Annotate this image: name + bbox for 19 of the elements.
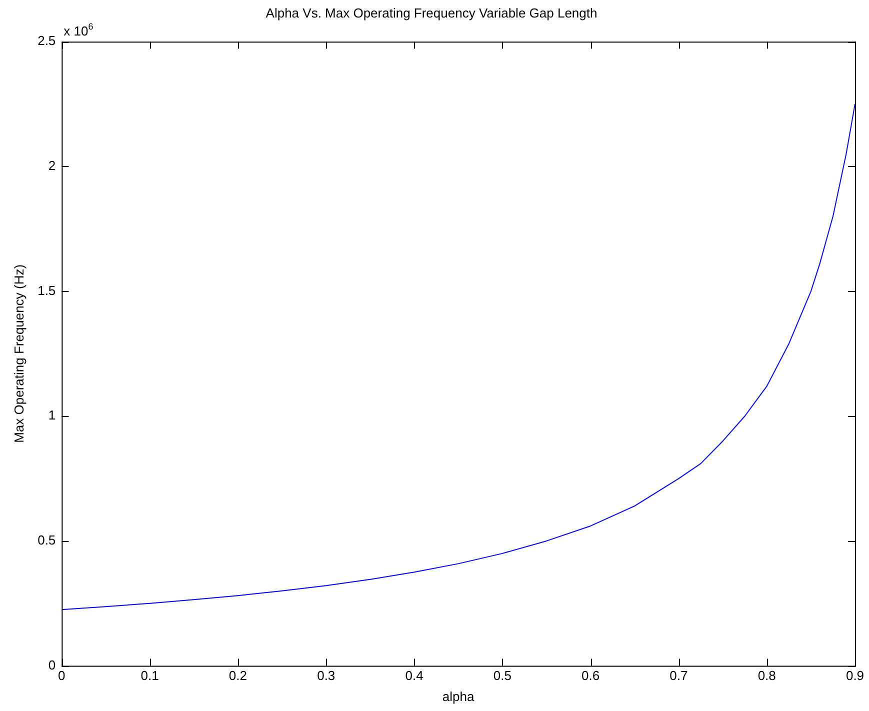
y-tick-label: 2: [48, 158, 56, 174]
x-tick-label: 0.1: [140, 668, 159, 684]
y-tick-label: 0: [48, 657, 56, 672]
y-tick-label: 2.5: [38, 33, 56, 48]
y-axis-title: Max Operating Frequency (Hz): [11, 264, 26, 443]
y-tick-label: 0.5: [38, 532, 56, 548]
x-tick-label: 0.4: [405, 668, 424, 684]
x-tick-label: 0.7: [670, 668, 688, 684]
x-tick-label: 0.3: [317, 668, 336, 684]
y-tick-label: 1.5: [38, 282, 56, 298]
x-tick-label: 0.2: [228, 668, 248, 684]
x-tick-label: 0.9: [846, 668, 864, 684]
chart-title: Alpha Vs. Max Operating Frequency Variable Gap Length: [266, 5, 598, 20]
x-tick-label: 0: [58, 668, 66, 684]
x-tick-label: 0.5: [493, 668, 512, 684]
x-tick-label: 0.8: [758, 668, 776, 684]
x-tick-label: 0.6: [582, 668, 600, 684]
x-axis-title: alpha: [442, 688, 476, 704]
y-tick-label: 1: [48, 408, 56, 423]
